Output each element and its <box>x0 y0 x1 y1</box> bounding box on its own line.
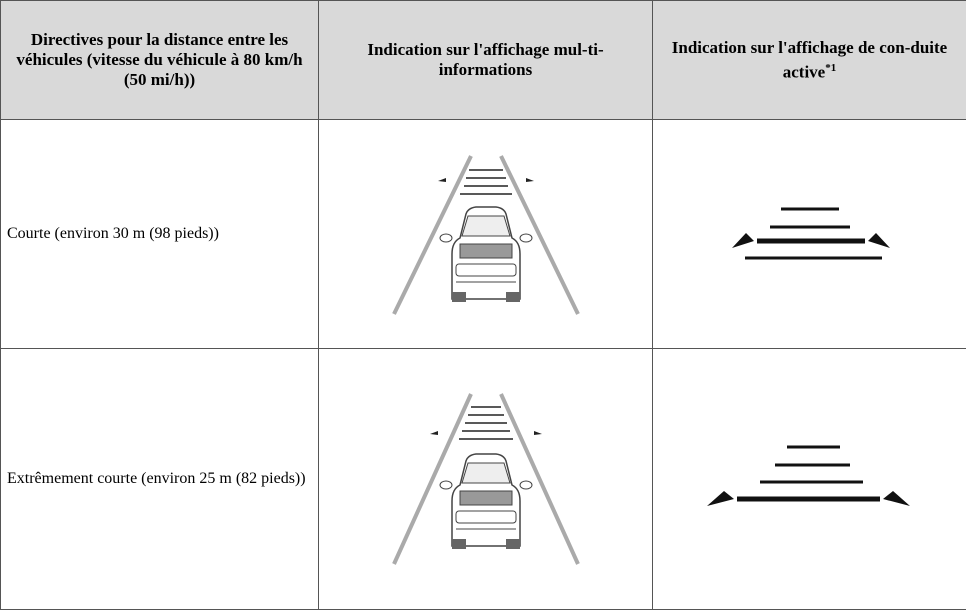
row: Courte (environ 30 m (98 pieds)) <box>1 120 966 349</box>
header-text: Indication sur l'affichage de con-duite … <box>672 38 947 82</box>
row: Extrêmement courte (environ 25 m (82 pie… <box>1 349 966 610</box>
mid-icon <box>386 149 586 319</box>
cell <box>653 120 966 349</box>
header-cell: Indication sur l'affichage mul-ti-inform… <box>319 1 653 120</box>
cell-text: Courte (environ 30 m (98 pieds)) <box>7 225 219 242</box>
cell <box>319 120 653 349</box>
active-icon <box>705 434 915 524</box>
header-cell: Directives pour la distance entre les vé… <box>1 1 319 120</box>
cell-text: Extrêmement courte (environ 25 m (82 pie… <box>7 470 306 487</box>
mid-icon <box>386 389 586 569</box>
active-icon <box>725 194 895 274</box>
header-row: Directives pour la distance entre les vé… <box>1 1 966 120</box>
header-text: Indication sur l'affichage mul-ti-inform… <box>367 40 603 79</box>
cell <box>319 349 653 610</box>
footnote-mark: *1 <box>825 62 836 74</box>
cell <box>653 349 966 610</box>
cell: Extrêmement courte (environ 25 m (82 pie… <box>1 349 319 610</box>
cell: Courte (environ 30 m (98 pieds)) <box>1 120 319 349</box>
header-cell: Indication sur l'affichage de con-duite … <box>653 1 966 120</box>
header-text: Directives pour la distance entre les vé… <box>16 30 302 89</box>
